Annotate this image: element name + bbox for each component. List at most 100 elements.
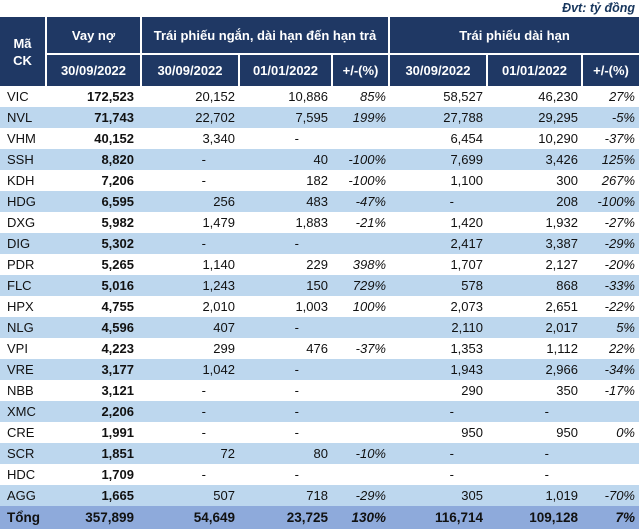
value-cell: 350 [556, 383, 578, 398]
value-cell: 150 [240, 275, 333, 296]
total-value-cell: 54,649 [142, 506, 240, 529]
value-cell: - [240, 401, 333, 422]
value-cell: 3,387 [488, 233, 583, 254]
ticker-cell: VPI [7, 341, 28, 356]
ticker-cell: HDG [0, 191, 47, 212]
debt-cell: 3,121 [101, 383, 134, 398]
subheader-debt-date: 30/09/2022 [47, 55, 142, 86]
value-cell [333, 401, 390, 422]
ticker-cell: AGG [0, 485, 47, 506]
value-cell: 125% [583, 149, 639, 170]
debt-cell: 172,523 [87, 89, 134, 104]
value-cell: 1,420 [450, 215, 483, 230]
table-row: VRE 3,177 1,042- 1,943 2,966 -34% [0, 359, 639, 380]
ticker-cell: CRE [7, 425, 35, 440]
value-cell: - [142, 401, 240, 422]
ticker-cell: NVL [0, 107, 47, 128]
value-cell: -10% [333, 443, 390, 464]
value-cell: - [488, 401, 583, 422]
ticker-cell: DXG [7, 215, 36, 230]
bond-table: Mã CK Vay nợ Trái phiếu ngắn, dài hạn đế… [0, 17, 639, 529]
value-cell: 483 [240, 191, 333, 212]
value-cell: 476 [306, 341, 328, 356]
subheader-short-date-1: 30/09/2022 [142, 55, 240, 86]
value-cell [333, 128, 390, 149]
ticker-cell: NBB [7, 383, 34, 398]
debt-cell: 4,755 [101, 299, 134, 314]
value-cell: 299 [213, 341, 235, 356]
value-cell: - [201, 425, 206, 440]
value-cell: 300 [556, 173, 578, 188]
value-cell: 1,707 [450, 257, 483, 272]
value-cell: 2,073 [450, 299, 483, 314]
value-cell: 2,417 [390, 233, 488, 254]
value-cell: 1,353 [450, 341, 483, 356]
value-cell: - [142, 233, 240, 254]
value-cell: 290 [461, 383, 483, 398]
ticker-cell: VIC [7, 89, 29, 104]
value-cell: 27,788 [390, 107, 488, 128]
value-cell: - [294, 383, 299, 398]
value-cell: -37% [355, 341, 386, 356]
value-cell [333, 464, 390, 485]
value-cell: 5% [583, 317, 639, 338]
table-row: NBB 3,121 - - 290 350 -17% [0, 380, 639, 401]
value-cell: -21% [355, 215, 386, 230]
table-row: AGG 1,665 507 718 -29% 305 1,019 -70% [0, 485, 639, 506]
value-cell: 1,243 [142, 275, 240, 296]
value-cell: - [201, 467, 206, 482]
value-cell: 2,651 [545, 299, 578, 314]
value-cell: 1,883 [295, 215, 328, 230]
value-cell [333, 422, 390, 443]
value-cell: 100% [352, 299, 386, 314]
header-ticker: Mã CK [0, 17, 47, 86]
value-cell: - [544, 467, 549, 482]
value-cell: 1,112 [546, 341, 578, 356]
debt-cell: 1,665 [47, 485, 142, 506]
value-cell: 2,017 [488, 317, 583, 338]
table-header: Mã CK Vay nợ Trái phiếu ngắn, dài hạn đế… [0, 17, 639, 86]
value-cell: 1,003 [295, 299, 328, 314]
value-cell: -100% [333, 149, 390, 170]
header-group-debt: Vay nợ [47, 17, 142, 55]
ticker-cell: VRE [0, 359, 47, 380]
value-cell: -47% [333, 191, 390, 212]
value-cell: 868 [488, 275, 583, 296]
value-cell: 267% [601, 173, 635, 188]
total-label-cell: Tổng [0, 506, 47, 529]
value-cell [333, 233, 390, 254]
table-row: KDH 7,206 - 182 -100% 1,100 300 267% [0, 170, 639, 191]
value-cell: - [294, 467, 299, 482]
value-cell: 729% [333, 275, 390, 296]
table-row: CRE 1,991 - - 950 950 0% [0, 422, 639, 443]
value-cell: 507 [142, 485, 240, 506]
value-cell: - [240, 233, 333, 254]
debt-cell: 4,223 [101, 341, 134, 356]
value-cell: 72 [142, 443, 240, 464]
table-row: SCR 1,851 72 80 -10% - - [0, 443, 639, 464]
value-cell: 2,110 [390, 317, 488, 338]
value-cell: 85% [359, 89, 386, 104]
value-cell: 1,140 [202, 257, 235, 272]
total-debt-cell: 357,899 [47, 506, 142, 529]
value-cell: 0% [616, 425, 635, 440]
value-cell: 578 [390, 275, 488, 296]
value-cell: -27% [604, 215, 635, 230]
value-cell: - [390, 401, 488, 422]
debt-cell: 7,206 [101, 173, 134, 188]
debt-cell: 3,177 [47, 359, 142, 380]
debt-cell: 1,851 [47, 443, 142, 464]
subheader-short-date-2: 01/01/2022 [240, 55, 333, 86]
value-cell: 2,127 [545, 257, 578, 272]
debt-cell: 6,595 [47, 191, 142, 212]
subheader-long-date-1: 30/09/2022 [390, 55, 488, 86]
table-row: SSH 8,820-40 -100% 7,699 3,426 125% [0, 149, 639, 170]
value-cell: -22% [604, 299, 635, 314]
value-cell: 46,230 [538, 89, 578, 104]
value-cell [583, 401, 639, 422]
value-cell: -33% [583, 275, 639, 296]
total-row: Tổng 357,899 54,649 23,725 130% 116,714 109,12… [0, 506, 639, 529]
value-cell: - [240, 359, 333, 380]
header-group-long-term-bonds: Trái phiếu dài hạn [390, 17, 639, 55]
